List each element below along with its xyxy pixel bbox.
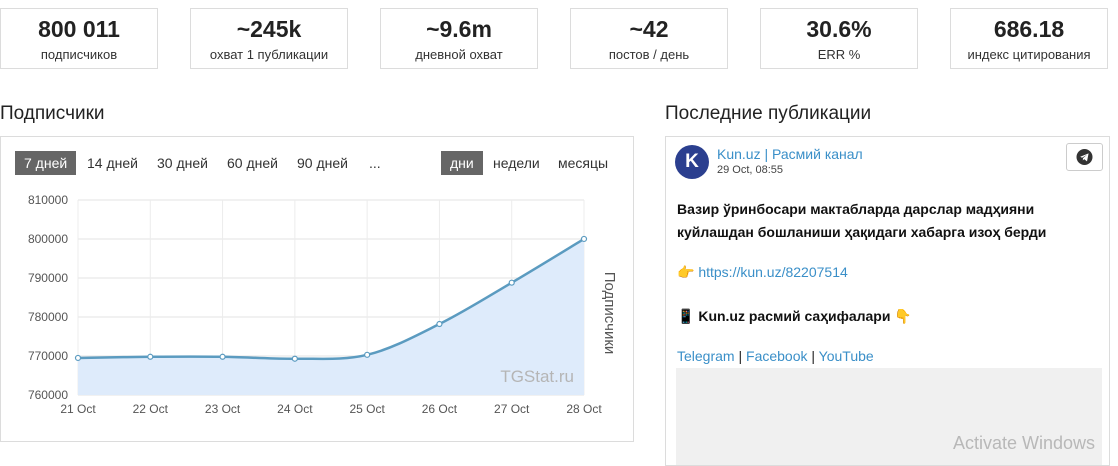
pages-text: Kun.uz расмий саҳифалари	[698, 308, 891, 324]
x-tick-label: 23 Oct	[205, 402, 241, 416]
y-tick-label: 810000	[28, 193, 68, 207]
pointing-hand-emoji: 👉	[677, 264, 695, 280]
tgstat-watermark: TGStat.ru	[500, 367, 574, 386]
period-14-days-button[interactable]: 14 дней	[87, 155, 138, 171]
stat-label: подписчиков	[40, 47, 118, 62]
post-date: 29 Oct, 08:55	[717, 164, 784, 176]
period-7-days-button[interactable]: 7 дней	[15, 151, 77, 175]
stat-label: индекс цитирования	[967, 47, 1091, 62]
subscribers-area	[78, 238, 584, 395]
telegram-open-button[interactable]	[1066, 143, 1103, 171]
stat-value: ~245k	[236, 16, 302, 42]
separator: |	[738, 348, 743, 364]
stat-value: 686.18	[993, 16, 1065, 42]
pages-row: 📱 Kun.uz расмий саҳифалари 👇	[677, 305, 1097, 328]
x-tick-label: 22 Oct	[133, 402, 169, 416]
y-tick-label: 790000	[28, 271, 68, 285]
data-point	[508, 279, 515, 286]
posts-title: Последние публикации	[665, 103, 872, 124]
stat-label: постов / день	[608, 47, 690, 62]
data-point	[291, 355, 298, 362]
post-media-preview[interactable]	[676, 368, 1102, 465]
stat-daily-reach: ~9.6m дневной охват	[380, 8, 538, 69]
subscribers-title: Подписчики	[0, 103, 105, 124]
data-point	[147, 353, 154, 360]
stat-value: ~42	[629, 16, 669, 42]
granularity-months-button[interactable]: месяцы	[558, 155, 609, 171]
channel-name-link[interactable]: Kun.uz | Расмий канал	[717, 146, 863, 162]
youtube-link[interactable]: YouTube	[818, 348, 874, 364]
data-point	[364, 351, 371, 358]
post-headline-line2: куйлашдан бошланиши ҳақидаги хабарга изо…	[677, 224, 1047, 240]
y-tick-label: 770000	[28, 349, 68, 363]
x-tick-label: 21 Oct	[60, 402, 96, 416]
subscribers-chart: 810000 800000 790000 780000 770000 760000 21 …	[28, 193, 618, 416]
stat-label: охват 1 публикации	[209, 47, 329, 62]
stat-posts-per-day: ~42 постов / день	[570, 8, 728, 69]
telegram-icon	[1076, 149, 1093, 165]
facebook-link[interactable]: Facebook	[746, 348, 808, 364]
period-30-days-button[interactable]: 30 дней	[157, 155, 208, 171]
channel-avatar[interactable]: K	[675, 145, 709, 179]
social-links-row: Telegram | Facebook | YouTube	[677, 348, 1097, 364]
stat-value: 30.6%	[806, 16, 872, 42]
stat-citation-index: 686.18 индекс цитирования	[950, 8, 1108, 69]
data-point	[580, 235, 588, 243]
stat-value: 800 011	[38, 16, 120, 42]
subscribers-chart-card: 7 дней 14 дней 30 дней 60 дней 90 дней .…	[0, 136, 634, 442]
granularity-weeks-button[interactable]: недели	[493, 155, 540, 171]
y-tick-label: 800000	[28, 232, 68, 246]
period-60-days-button[interactable]: 60 дней	[227, 155, 278, 171]
x-tick-label: 26 Oct	[422, 402, 458, 416]
post-card: K Kun.uz | Расмий канал 29 Oct, 08:55 Ва…	[665, 136, 1110, 466]
stat-label: ERR %	[817, 47, 861, 62]
stat-value: ~9.6m	[426, 16, 492, 42]
x-tick-label: 25 Oct	[349, 402, 385, 416]
data-point	[219, 353, 226, 360]
down-hand-emoji: 👇	[894, 308, 912, 324]
separator: |	[811, 348, 816, 364]
stat-post-reach: ~245k охват 1 публикации	[190, 8, 348, 69]
y-axis-label: Подписчики	[601, 272, 618, 355]
post-link[interactable]: https://kun.uz/82207514	[698, 264, 848, 280]
stat-subscribers: 800 011 подписчиков	[0, 8, 158, 69]
y-tick-label: 760000	[28, 388, 68, 402]
post-headline-line1: Вазир ўринбосари мактабларда дарслар мад…	[677, 201, 1035, 217]
period-more-button[interactable]: ...	[369, 155, 381, 171]
telegram-link[interactable]: Telegram	[677, 348, 735, 364]
x-tick-label: 28 Oct	[566, 402, 602, 416]
stat-err: 30.6% ERR %	[760, 8, 918, 69]
windows-activation-watermark: Activate Windows	[953, 433, 1096, 453]
y-tick-label: 780000	[28, 310, 68, 324]
period-90-days-button[interactable]: 90 дней	[297, 155, 348, 171]
mobile-phone-emoji: 📱	[677, 308, 695, 324]
x-tick-label: 24 Oct	[277, 402, 313, 416]
data-point	[436, 320, 443, 328]
granularity-days-button[interactable]: дни	[441, 151, 483, 175]
post-link-row: 👉 https://kun.uz/82207514	[677, 264, 1097, 281]
x-tick-label: 27 Oct	[494, 402, 530, 416]
stat-label: дневной охват	[415, 47, 503, 62]
data-point	[74, 354, 82, 362]
